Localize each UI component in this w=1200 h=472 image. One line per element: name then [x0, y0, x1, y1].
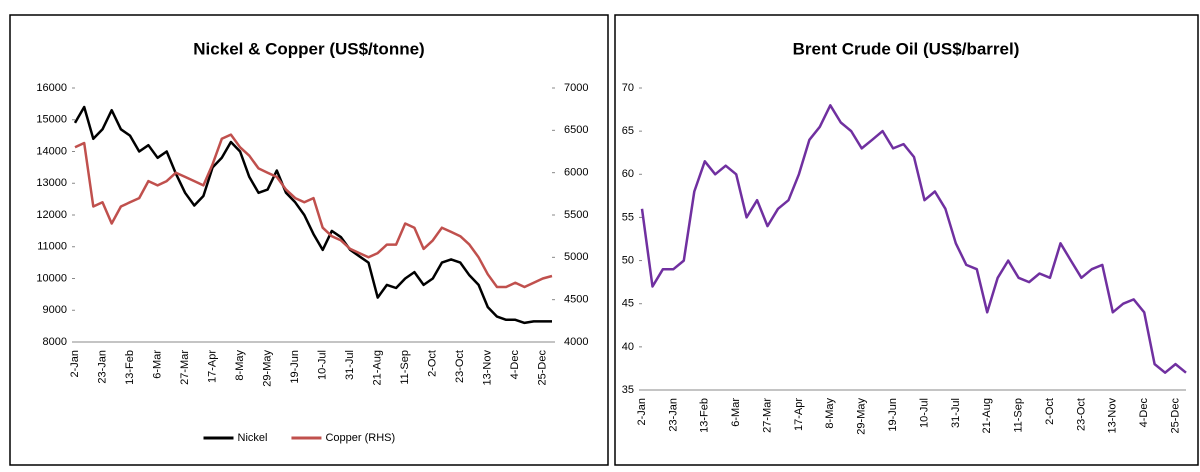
y2ticks-tick-label: 6000: [564, 167, 588, 179]
yticks-tick-label: 15000: [36, 114, 67, 126]
x-tick-label: 19-Jun: [289, 350, 301, 384]
yticks-tick-label: 50: [622, 254, 634, 266]
y2ticks-tick-label: 4500: [564, 294, 588, 306]
x-tick-label: 4-Dec: [509, 350, 521, 380]
yticks-tick-label: 9000: [43, 304, 67, 316]
x-tick-label: 8-May: [824, 398, 836, 429]
x-tick-label: 2-Jan: [69, 350, 81, 378]
x-tick-label: 31-Jul: [344, 350, 356, 380]
yticks-tick-label: 16000: [36, 82, 67, 94]
y2ticks-tick-label: 4000: [564, 336, 588, 348]
yticks-tick-label: 14000: [36, 145, 67, 157]
yticks-tick-label: 40: [622, 341, 634, 353]
x-tick-label: 27-Mar: [179, 350, 191, 385]
yticks-tick-label: 65: [622, 125, 634, 137]
x-tick-label: 19-Jun: [887, 398, 899, 432]
x-tick-label: 21-Aug: [981, 398, 993, 433]
x-tick-label: 31-Jul: [950, 398, 962, 428]
yticks-tick-label: 35: [622, 384, 634, 396]
x-tick-label: 10-Jul: [317, 350, 329, 380]
series-line: [74, 133, 553, 289]
x-tick-label: 17-Apr: [793, 398, 805, 431]
x-tick-label: 6-Mar: [730, 398, 742, 427]
x-tick-label: 25-Dec: [1169, 398, 1181, 434]
yticks-tick-label: 13000: [36, 177, 67, 189]
yticks-tick-label: 45: [622, 298, 634, 310]
yticks-tick-label: 12000: [36, 209, 67, 221]
y2ticks-tick-label: 7000: [564, 82, 588, 94]
series-line: [73, 105, 552, 325]
series-line: [640, 104, 1187, 374]
x-tick-label: 23-Jan: [667, 398, 679, 432]
x-tick-label: 2-Oct: [427, 350, 439, 377]
x-tick-label: 23-Jan: [96, 350, 108, 384]
legend-label: Nickel: [238, 432, 268, 444]
x-tick-label: 2-Oct: [1044, 398, 1056, 425]
x-tick-label: 13-Nov: [482, 350, 494, 386]
yticks-tick-label: 10000: [36, 272, 67, 284]
x-tick-label: 23-Oct: [1075, 398, 1087, 431]
chart-title: Nickel & Copper (US$/tonne): [193, 39, 424, 58]
x-tick-label: 10-Jul: [918, 398, 930, 428]
x-tick-label: 11-Sep: [399, 350, 411, 385]
x-tick-label: 17-Apr: [207, 350, 219, 383]
x-tick-label: 13-Feb: [124, 350, 136, 385]
x-tick-label: 23-Oct: [454, 350, 466, 383]
y2ticks-tick-label: 5000: [564, 251, 588, 263]
x-tick-label: 13-Nov: [1107, 398, 1119, 434]
yticks-tick-label: 70: [622, 82, 634, 94]
x-tick-label: 27-Mar: [761, 398, 773, 433]
yticks-tick-label: 8000: [43, 336, 67, 348]
y2ticks-tick-label: 5500: [564, 209, 588, 221]
yticks-tick-label: 60: [622, 168, 634, 180]
x-tick-label: 6-Mar: [151, 350, 163, 379]
x-tick-label: 29-May: [856, 398, 868, 435]
x-tick-label: 4-Dec: [1138, 398, 1150, 428]
panel: [614, 14, 1199, 466]
x-tick-label: 8-May: [234, 350, 246, 381]
x-tick-label: 11-Sep: [1013, 398, 1025, 433]
chart-title: Brent Crude Oil (US$/barrel): [793, 39, 1020, 58]
legend-label: Copper (RHS): [325, 432, 395, 444]
yticks-tick-label: 11000: [37, 241, 67, 253]
yticks-tick-label: 55: [622, 211, 634, 223]
x-tick-label: 29-May: [262, 350, 274, 387]
x-tick-label: 25-Dec: [537, 350, 549, 386]
x-tick-label: 2-Jan: [636, 398, 648, 426]
x-tick-label: 21-Aug: [372, 350, 384, 385]
x-tick-label: 13-Feb: [699, 398, 711, 433]
y2ticks-tick-label: 6500: [564, 124, 588, 136]
panel: [9, 14, 609, 466]
